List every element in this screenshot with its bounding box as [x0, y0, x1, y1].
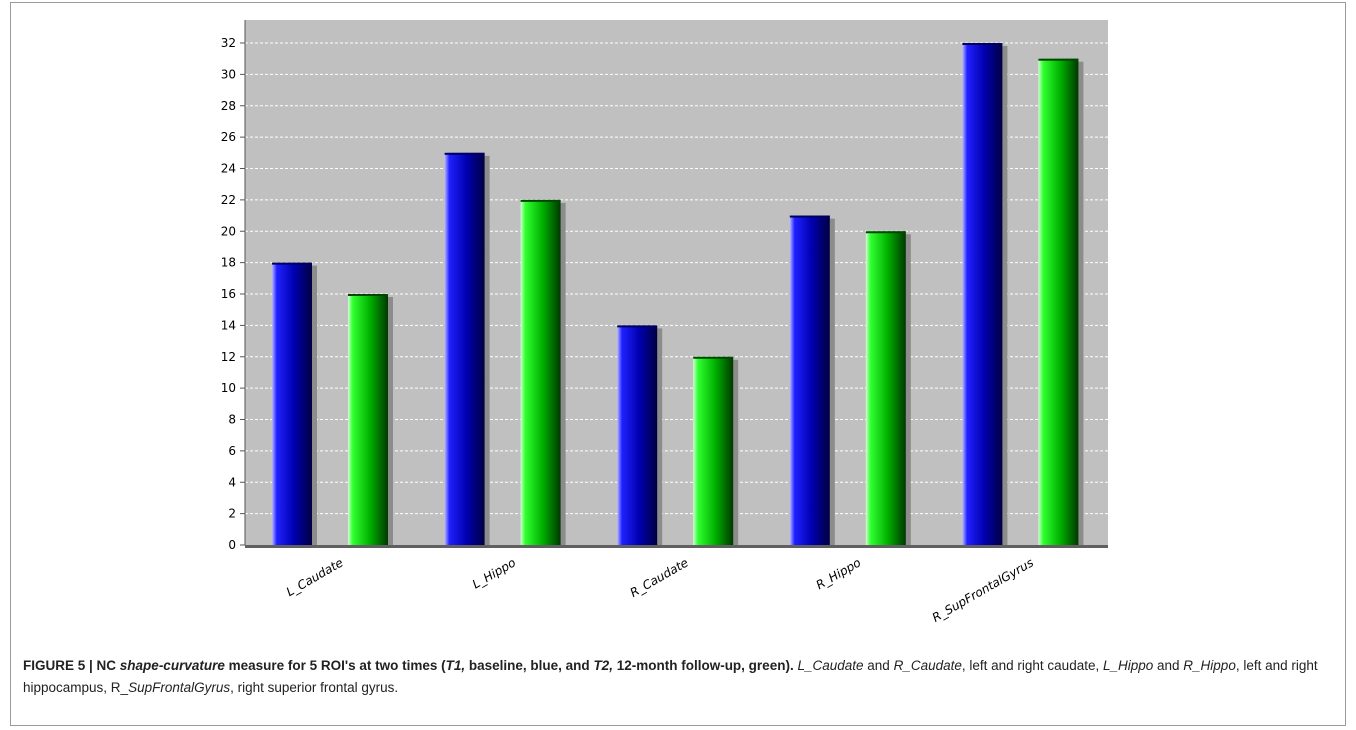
caption-text-6: , right superior frontal gyrus.: [230, 680, 399, 695]
bar-followup: [1038, 58, 1079, 545]
caption-bold-4: T1,: [445, 658, 466, 673]
bar-top-edge: [789, 215, 830, 218]
bar-top-edge: [1038, 58, 1079, 61]
bar-followup: [865, 231, 906, 545]
y-tick-label: 22: [221, 193, 236, 207]
x-tick-label: L_Caudate: [284, 555, 346, 599]
category-labels: L_Caudate L_Hippo R_Caudate R_Hippo R_SupFro…: [284, 555, 1036, 624]
axes: [240, 20, 1108, 548]
x-tick-label: R_Caudate: [628, 555, 691, 599]
bar-baseline: [272, 262, 312, 545]
bar-followup: [348, 294, 388, 545]
y-tick-label: 12: [221, 350, 236, 364]
x-tick-label: R_SupFrontalGyrus: [930, 555, 1036, 624]
bar-top-edge: [693, 356, 734, 359]
figure-caption: FIGURE 5 | NC shape-curvature measure fo…: [23, 655, 1333, 699]
bars: [272, 43, 1084, 545]
bar-top-edge: [520, 199, 561, 202]
y-tick-label: 2: [228, 507, 236, 521]
x-tick-label: R_Hippo: [814, 555, 864, 592]
caption-bold-6: T2,: [593, 658, 613, 673]
bar-top-edge: [444, 152, 485, 155]
caption-text-5: , left and right hippocampus, R_: [23, 658, 1318, 695]
bar-followup: [520, 199, 561, 545]
y-tick-label: 30: [221, 67, 236, 81]
y-tick-label: 14: [221, 318, 236, 332]
caption-text-2: and: [863, 658, 894, 673]
bar-top-edge: [348, 294, 388, 296]
caption-text-3: , left and right caudate,: [961, 658, 1103, 673]
caption-bold-1: FIGURE 5 | NC: [23, 658, 120, 673]
y-tick-label: 28: [221, 99, 236, 113]
bar-top-edge: [962, 43, 1003, 45]
y-tick-label: 20: [221, 224, 236, 238]
caption-italic-3: L_Hippo: [1102, 658, 1154, 673]
bar-baseline: [617, 325, 658, 545]
bar-top-edge: [617, 325, 658, 328]
y-tick-label: 8: [228, 413, 236, 427]
caption-italic-4: R_Hippo: [1183, 658, 1236, 673]
y-tick-label: 4: [228, 475, 236, 489]
caption-bold-7: 12-month follow-up, green).: [612, 658, 794, 673]
grid-lines: [245, 42, 1108, 515]
bar-baseline: [962, 43, 1003, 545]
x-tick-label: L_Hippo: [470, 555, 518, 591]
y-tick-label: 24: [221, 162, 236, 176]
caption-bold-5: baseline, blue, and: [465, 658, 594, 673]
y-tick-label: 16: [221, 287, 236, 301]
caption-bold-2: shape-curvature: [119, 658, 225, 673]
caption-bold-3: measure for 5 ROI's at two times (: [224, 658, 446, 673]
caption-text-4: and: [1153, 658, 1184, 673]
y-tick-label: 0: [228, 538, 236, 552]
y-tick-label: 6: [228, 444, 236, 458]
bar-baseline: [444, 152, 485, 545]
y-tick-label: 26: [221, 130, 236, 144]
bar-followup: [693, 356, 734, 545]
bar-top-edge: [272, 262, 312, 265]
y-tick-label: 32: [221, 36, 236, 50]
y-tick-label: 10: [221, 381, 236, 395]
caption-italic-2: R_Caudate: [893, 658, 962, 673]
caption-italic-5: SupFrontalGyrus: [128, 680, 231, 695]
bar-baseline: [789, 215, 830, 545]
bar-top-edge: [865, 231, 906, 234]
y-tick-label: 18: [221, 256, 236, 270]
x-axis: [245, 545, 1108, 548]
caption-italic-1: L_Caudate: [797, 658, 864, 673]
